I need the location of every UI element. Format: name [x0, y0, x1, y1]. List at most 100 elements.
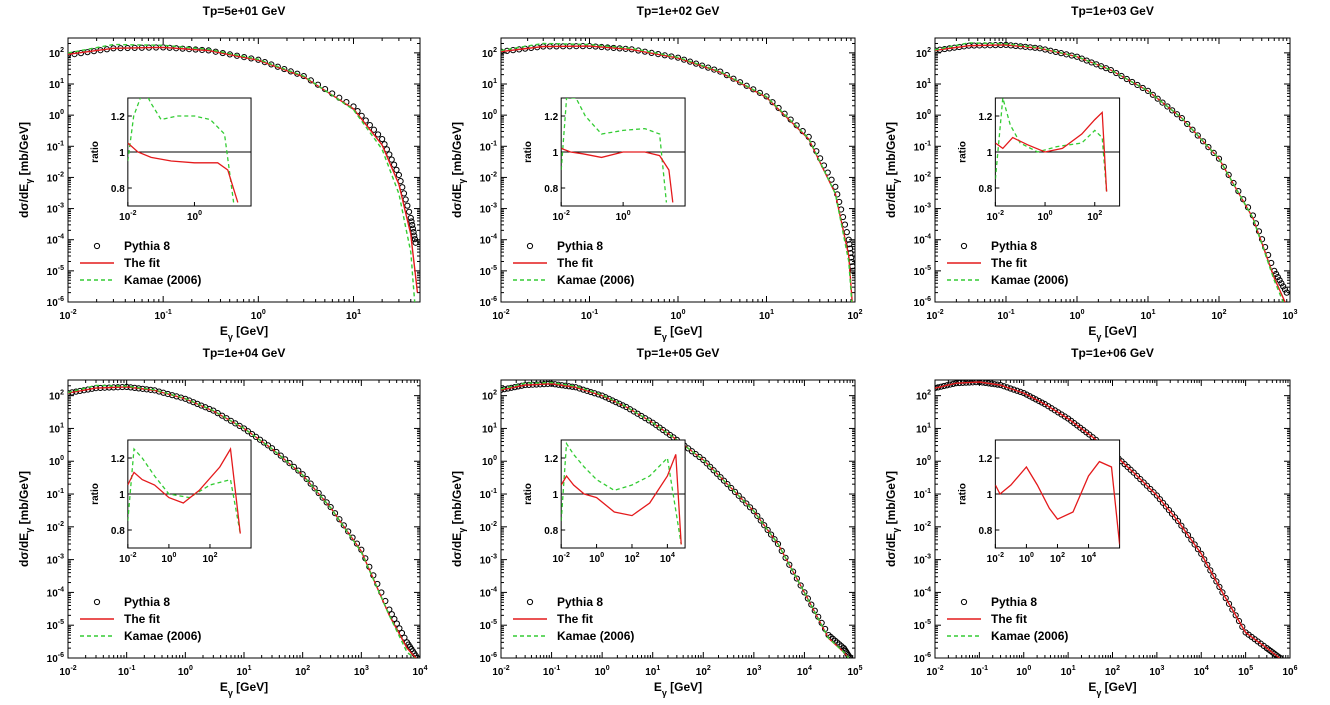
- data-point: [724, 481, 731, 488]
- data-point: [710, 467, 717, 474]
- inset: 0.8 1 1.2 10-2 100 ratio: [523, 97, 686, 223]
- data-point: [277, 452, 284, 459]
- data-point: [1229, 606, 1236, 613]
- y-tick-label: 102: [49, 47, 64, 60]
- data-point: [1029, 394, 1036, 401]
- x-tick-label: 103: [746, 665, 761, 678]
- data-point: [781, 110, 788, 117]
- subplot-3: Tp=1e+03 GeV 10-6 10-5 10-4 10-3 10-2 10-1 100 1…: [884, 4, 1298, 342]
- data-point: [713, 470, 721, 477]
- y-tick-label: 10-1: [914, 488, 931, 501]
- data-point: [1283, 289, 1290, 296]
- legend-label: Pythia 8: [991, 239, 1037, 253]
- data-point: [252, 433, 260, 441]
- y-tick-label: 102: [49, 390, 64, 403]
- y-tick-label: 100: [916, 455, 931, 468]
- legend-label: The fit: [991, 612, 1027, 626]
- y-tick-label: 101: [482, 422, 497, 435]
- x-tick-label: 10-2: [492, 665, 509, 678]
- series-fit-line: [501, 383, 850, 658]
- data-point: [576, 385, 583, 392]
- data-point: [311, 485, 318, 492]
- x-tick-label: 10-2: [926, 309, 943, 322]
- data-point: [1277, 654, 1284, 658]
- x-tick-label: 101: [236, 665, 251, 678]
- data-point: [595, 391, 602, 398]
- subplot-title: Tp=5e+01 GeV: [203, 4, 286, 18]
- data-point: [1150, 489, 1157, 496]
- data-point: [1133, 472, 1141, 479]
- y-tick-label: 101: [49, 78, 64, 91]
- y-tick-label: 10-6: [480, 652, 497, 665]
- data-point: [315, 489, 322, 497]
- data-point: [232, 420, 239, 427]
- data-point: [1275, 653, 1282, 658]
- data-point: [402, 196, 409, 203]
- y-tick-label: 10-4: [480, 586, 497, 599]
- data-point: [1198, 550, 1205, 557]
- inset-y-tick-label: 1: [553, 490, 559, 501]
- subplot-6: Tp=1e+06 GeV 10-6 10-5 10-4 10-3 10-2 10-1 100 1…: [884, 346, 1298, 698]
- legend-label: Kamae (2006): [124, 629, 201, 643]
- data-point: [750, 508, 757, 515]
- data-point: [720, 477, 728, 484]
- x-tick-label: 101: [1061, 665, 1076, 678]
- data-point: [194, 400, 201, 407]
- inset-x-tick-label: 10-2: [553, 210, 570, 223]
- inset-x-tick-label: 100: [589, 552, 604, 565]
- data-point: [700, 456, 707, 463]
- x-axis-label: Eγ [GeV]: [654, 680, 702, 698]
- x-tick-label: 10-1: [581, 309, 598, 322]
- data-point: [190, 399, 197, 406]
- data-point: [268, 445, 276, 452]
- y-tick-label: 10-1: [914, 140, 931, 153]
- data-point: [1173, 111, 1181, 118]
- data-point: [778, 547, 785, 554]
- data-point: [260, 439, 268, 446]
- subplot-title: Tp=1e+06 GeV: [1071, 346, 1154, 360]
- data-point: [1230, 179, 1237, 187]
- legend-marker: [960, 598, 968, 606]
- inset-y-tick-label: 0.8: [978, 526, 992, 537]
- data-point: [1194, 132, 1201, 139]
- legend-marker: [93, 242, 101, 250]
- x-tick-label: 103: [1149, 665, 1164, 678]
- data-point: [1162, 503, 1170, 510]
- inset-fit-line: [127, 447, 241, 534]
- y-tick-label: 10-6: [47, 652, 64, 665]
- data-point: [1274, 273, 1281, 281]
- data-point: [1004, 384, 1011, 391]
- data-point: [801, 589, 808, 596]
- data-point: [1216, 583, 1223, 591]
- data-point: [619, 402, 626, 409]
- data-point: [1153, 492, 1160, 499]
- legend-label: Kamae (2006): [557, 629, 634, 643]
- data-point: [1128, 78, 1136, 86]
- y-tick-label: 10-6: [47, 296, 64, 309]
- data-point: [786, 561, 793, 568]
- y-tick-label: 10-3: [480, 554, 497, 567]
- data-point: [707, 463, 714, 470]
- data-point: [1165, 507, 1173, 514]
- y-axis-label: dσ/dEγ [mb/GeV]: [17, 471, 34, 567]
- data-point: [327, 503, 334, 511]
- data-point: [1222, 595, 1229, 602]
- x-axis-label: Eγ [GeV]: [220, 680, 268, 698]
- y-tick-label: 102: [916, 47, 931, 60]
- inset-y-tick-label: 0.8: [544, 184, 558, 195]
- data-point: [1281, 286, 1289, 293]
- y-tick-label: 101: [916, 78, 931, 91]
- inset-y-tick-label: 0.8: [111, 526, 125, 537]
- inset-y-tick-label: 1: [119, 148, 125, 159]
- data-point: [1232, 612, 1239, 619]
- data-point: [1235, 617, 1243, 625]
- data-point: [843, 229, 850, 236]
- inset-y-label: ratio: [523, 483, 534, 505]
- data-point: [1207, 567, 1214, 574]
- inset-kamae-line: [995, 98, 1108, 192]
- series-kamae-line: [935, 42, 1284, 302]
- x-tick-label: 102: [1105, 665, 1120, 678]
- x-tick-label: 100: [178, 665, 193, 678]
- x-tick-label: 10-2: [59, 665, 76, 678]
- inset-y-label: ratio: [957, 141, 968, 163]
